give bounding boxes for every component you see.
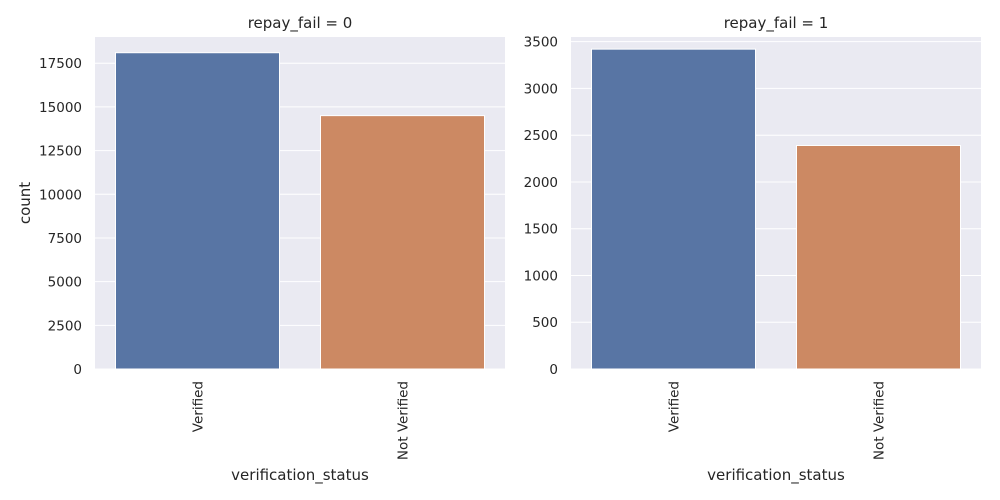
y-tick-label: 3000: [524, 81, 558, 97]
y-tick-label: 7500: [48, 231, 82, 247]
y-tick-label: 1000: [524, 268, 558, 284]
x-tick-label: Verified: [191, 381, 207, 432]
x-axis-label: verification_status: [231, 466, 369, 485]
facet-repay-fail-1: 0 500 1000 1500 2000 2500 3000 3500 Verified Not…: [524, 14, 981, 485]
y-tick-label: 15000: [39, 100, 82, 116]
facet-title: repay_fail = 1: [724, 14, 829, 33]
bar-verified: [115, 52, 280, 370]
x-tick-label: Verified: [667, 381, 683, 432]
facet-title: repay_fail = 0: [248, 14, 353, 33]
y-tick-label: 500: [532, 315, 558, 331]
bars: [591, 48, 961, 370]
y-tick-label: 0: [549, 362, 558, 378]
bars: [115, 52, 485, 370]
y-axis-label: count: [16, 182, 34, 224]
x-tick-labels: Verified Not Verified: [191, 381, 412, 460]
y-tick-label: 12500: [39, 144, 82, 160]
y-tick-labels: 0 2500 5000 7500 10000 12500 15000 17500: [39, 56, 82, 378]
x-tick-labels: Verified Not Verified: [667, 381, 888, 460]
bar-not-verified: [796, 144, 961, 370]
y-tick-label: 10000: [39, 187, 82, 203]
bar-not-verified: [320, 115, 485, 370]
y-tick-label: 5000: [48, 275, 82, 291]
y-tick-label: 2500: [524, 128, 558, 144]
x-tick-label: Not Verified: [396, 381, 412, 460]
y-tick-label: 17500: [39, 56, 82, 72]
y-tick-label: 2000: [524, 175, 558, 191]
y-tick-label: 2500: [48, 318, 82, 334]
y-tick-label: 3500: [524, 35, 558, 51]
y-tick-labels: 0 500 1000 1500 2000 2500 3000 3500: [524, 35, 558, 378]
y-tick-label: 1500: [524, 222, 558, 238]
facet-repay-fail-0: 0 2500 5000 7500 10000 12500 15000 17500 Verifi…: [16, 14, 505, 485]
y-tick-label: 0: [73, 362, 82, 378]
x-tick-label: Not Verified: [872, 381, 888, 460]
x-axis-label: verification_status: [707, 466, 845, 485]
bar-verified: [591, 48, 756, 370]
